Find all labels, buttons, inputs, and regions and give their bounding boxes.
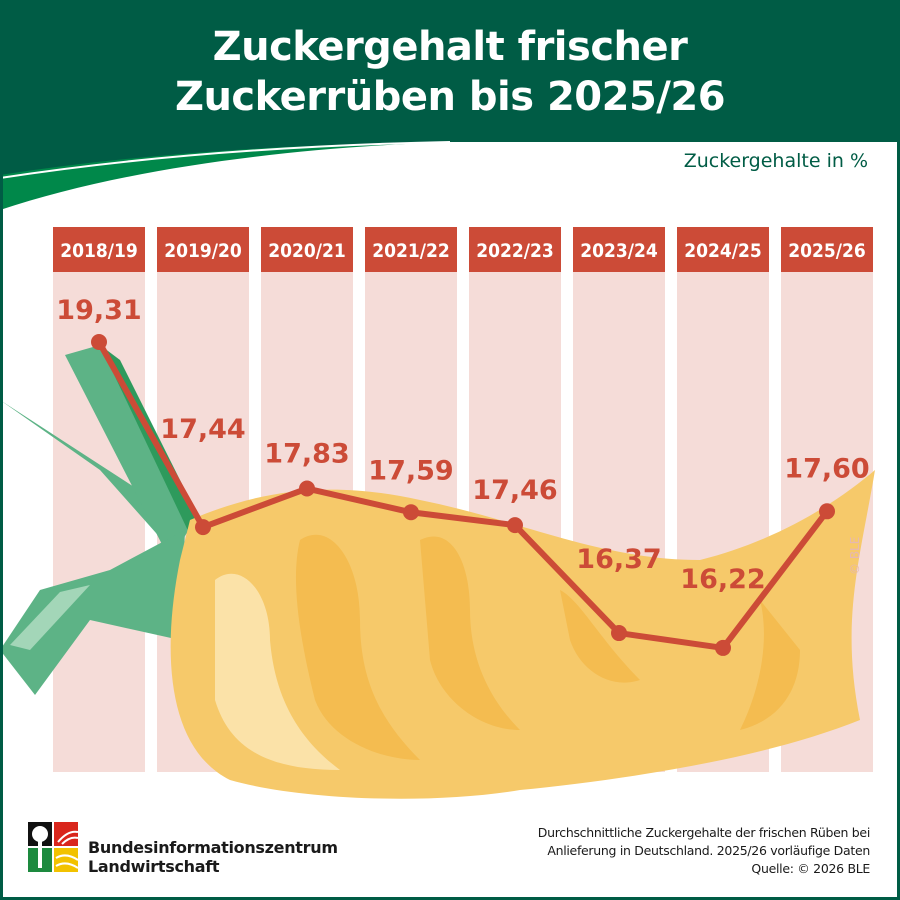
data-label: 16,37 [576, 544, 661, 575]
unit-label: Zuckergehalte in % [683, 150, 868, 172]
series-line [96, 340, 830, 651]
data-label: 17,44 [160, 414, 245, 445]
beet-body [170, 470, 875, 799]
data-label: 17,83 [264, 439, 349, 470]
category-header [677, 227, 769, 272]
category-label: 2020/21 [268, 240, 346, 262]
footnote-line-2: Anlieferung in Deutschland. 2025/26 vorl… [547, 843, 870, 858]
title-line-1: Zuckergehalt frischer [212, 24, 688, 70]
logo-line-2: Landwirtschaft [88, 857, 220, 876]
copyright-mark: © BLE [848, 536, 862, 575]
category-header [781, 227, 873, 272]
data-label: 17,46 [472, 475, 557, 506]
category-header [261, 227, 353, 272]
category-label: 2021/22 [372, 240, 450, 262]
data-label: 19,31 [56, 295, 141, 326]
data-point [611, 625, 627, 642]
footnote: Durchschnittliche Zuckergehalte der fris… [537, 824, 871, 878]
category-label: 2018/19 [60, 240, 138, 262]
category-header [157, 227, 249, 272]
logo-text: Bundesinformationszentrum Landwirtschaft [88, 838, 338, 876]
category-header [365, 227, 457, 272]
data-label: 17,59 [368, 455, 453, 486]
data-point [403, 504, 419, 521]
source-line: Quelle: © 2026 BLE [751, 861, 870, 876]
data-point [819, 503, 835, 520]
data-point [195, 519, 211, 536]
title-line-2: Zuckerrüben bis 2025/26 [174, 74, 726, 120]
category-label: 2025/26 [788, 240, 866, 262]
data-label: 16,22 [680, 564, 765, 595]
footnote-line-1: Durchschnittliche Zuckergehalte der fris… [537, 825, 871, 840]
data-label: 17,60 [784, 453, 869, 484]
data-point [299, 480, 315, 497]
category-label: 2024/25 [684, 240, 762, 262]
logo-line-1: Bundesinformationszentrum [88, 838, 338, 857]
chart-title: Zuckergehalt frischer Zuckerrüben bis 20… [0, 22, 900, 122]
category-label: 2019/20 [164, 240, 242, 262]
category-header [469, 227, 561, 272]
category-label: 2023/24 [580, 240, 658, 262]
header-band [0, 0, 900, 142]
category-header [53, 227, 145, 272]
category-header [573, 227, 665, 272]
data-point [91, 334, 107, 350]
data-point [715, 639, 731, 656]
category-label: 2022/23 [476, 240, 554, 262]
ble-logo-icon [28, 822, 79, 872]
data-point [507, 517, 523, 534]
